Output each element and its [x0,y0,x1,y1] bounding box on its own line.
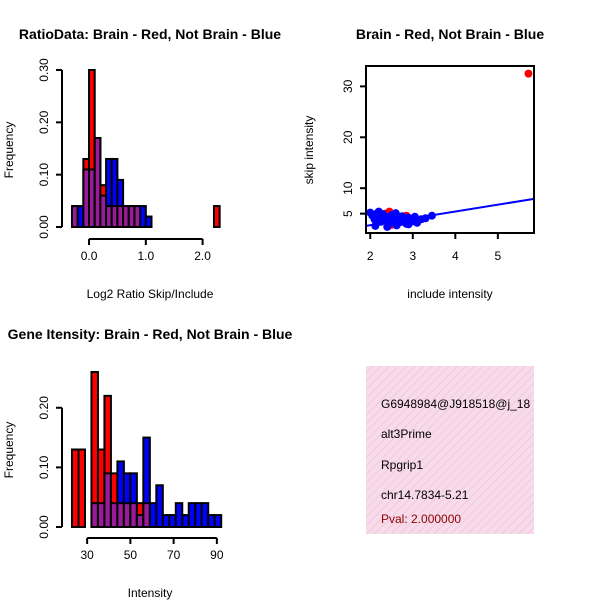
info-pval: Pval: 2.000000 [381,512,461,526]
scatter-point-notbrain [374,207,383,216]
intensity-scatter-panel: Brain - Red, Not Brain - Blue skip inten… [302,26,544,301]
scatter-point-notbrain [383,222,392,231]
intensity-histogram-panel: Gene Itensity: Brain - Red, Not Brain - … [2,326,293,600]
intensity-histogram-bar-notbrain [213,514,223,528]
ratio-histogram-title: RatioData: Brain - Red, Not Brain - Blue [19,26,281,42]
intensity-histogram-bar-notbrain [155,484,164,528]
scatter-xlabel: include intensity [407,287,492,301]
scatter-point-notbrain [421,214,430,223]
ratio-histogram-ylabel: Frequency [2,122,16,179]
ratio-histogram-x-tick-label: 1.0 [137,249,154,263]
intensity-histogram-y-tick-label: 0.20 [37,396,51,420]
scatter-x-tick-label: 4 [452,249,459,263]
scatter-x-tick-label: 5 [495,249,502,263]
ratio-histogram-xlabel: Log2 Ratio Skip/Include [87,287,214,301]
scatter-frame [365,65,535,234]
info-gene-name: Rpgrip1 [381,458,423,472]
intensity-histogram-axes: 30 50 70 90 0.00 0.10 0.20 [37,396,224,562]
scatter-x-tick-label: 3 [409,249,416,263]
scatter-y-tick-label: 30 [341,79,355,93]
scatter-point-brain [524,69,533,78]
scatter-y-tick-label: 20 [341,130,355,144]
intensity-histogram-bars [71,371,223,529]
intensity-histogram-ylabel: Frequency [2,422,16,479]
intensity-histogram-x-tick-label: 30 [80,548,94,562]
ratio-histogram-y-tick-label: 0.20 [37,110,51,134]
scatter-y-tick-label: 5 [341,210,355,217]
info-location: chr14.7834-5.21 [381,488,469,502]
scatter-point-notbrain [410,212,419,221]
intensity-histogram-x-tick-label: 50 [124,548,138,562]
ratio-histogram-y-tick-label: 0.10 [37,163,51,187]
scatter-point-notbrain [404,220,413,229]
info-event-type: alt3Prime [381,427,432,441]
scatter-point-notbrain [427,211,436,220]
scatter-plot-area: 2 3 4 5 5 10 20 30 [341,65,535,263]
ratio-histogram-x-tick-label: 0.0 [81,249,98,263]
intensity-histogram-x-tick-label: 90 [210,548,224,562]
scatter-title: Brain - Red, Not Brain - Blue [356,26,544,42]
ratio-histogram-x-tick-label: 2.0 [194,249,211,263]
ratio-histogram-y-tick-label: 0.00 [37,215,51,239]
info-panel-background [366,366,534,534]
scatter-point-notbrain [371,221,380,230]
ratio-histogram-bar-brain [212,205,221,228]
intensity-histogram-y-tick-label: 0.10 [37,455,51,479]
info-probe-id: G6948984@J918518@j_18 [381,397,530,411]
scatter-ylabel: skip intensity [302,116,316,185]
ratio-histogram-bars [71,69,221,229]
intensity-histogram-x-tick-label: 70 [167,548,181,562]
scatter-point-notbrain [392,221,401,230]
ratio-histogram-axes: 0.0 1.0 2.0 0.00 0.10 0.20 0.30 [37,58,211,263]
intensity-histogram-title: Gene Itensity: Brain - Red, Not Brain - … [8,326,293,342]
scatter-y-tick-label: 10 [341,181,355,195]
ratio-histogram-panel: RatioData: Brain - Red, Not Brain - Blue… [2,26,281,301]
ratio-histogram-bar-notbrain [144,215,153,229]
ratio-histogram-bar-overlap [93,137,102,229]
ratio-histogram-y-tick-label: 0.30 [37,58,51,82]
intensity-histogram-y-tick-label: 0.00 [37,515,51,539]
intensity-histogram-bar-brain [77,448,86,528]
scatter-x-tick-label: 2 [367,249,374,263]
info-panel: G6948984@J918518@j_18 alt3Prime Rpgrip1 … [366,366,534,534]
intensity-histogram-xlabel: Intensity [128,586,173,600]
scatter-points-layer [366,69,534,231]
